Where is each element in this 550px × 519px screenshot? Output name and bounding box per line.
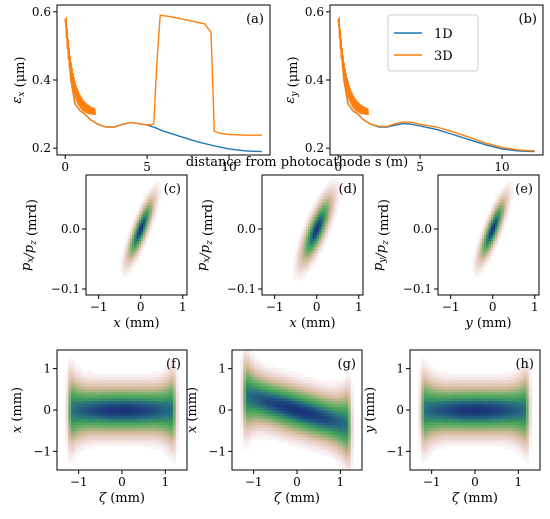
panel-a-ytick-label: 0.6 [32,5,51,19]
panel-e-density [470,181,514,278]
panel-g: −1 0 1 −1 0 1 ζ (mm) x (mm) (g) [185,349,363,506]
panel-d-density [292,178,342,281]
panel-h-density [418,356,532,465]
panel-a-letter: (a) [246,12,264,27]
panel-b-ylabel: εy (μm) [283,56,301,103]
panel-g-xtick-label: 0 [293,475,301,489]
panel-h-xtick-label: −1 [423,475,441,489]
panel-d-xtick-label: 0 [313,300,321,314]
panel-f-xtick-label: −1 [70,475,88,489]
panel-f-ylabel: x (mm) [10,387,25,433]
panel-b-oscillation [338,16,369,116]
panel-d: −1 0 1 −0.1 0.0 x (mm) px/pz (mrd) (d) [195,174,364,331]
panel-a-series-3D [64,14,262,136]
panel-a-xtick-label: 0 [61,160,69,174]
panel-a-ytick-label: 0.4 [32,73,51,87]
panel-f-ytick-label: −1 [33,444,51,458]
panel-g-xtick-label: −1 [245,475,263,489]
panel-g-ytick-label: −1 [208,444,226,458]
panel-a-ytick-label: 0.2 [32,141,51,155]
panel-g-ylabel: x (mm) [185,387,200,433]
panel-c-xlabel: x (mm) [113,316,159,331]
panel-h-ytick-label: −1 [386,444,404,458]
panel-h-xtick-label: 1 [515,475,523,489]
panel-h-xlabel: ζ (mm) [452,491,498,506]
panel-a-frame [56,4,271,156]
panel-b-letter: (b) [519,12,537,27]
panel-b-ytick-label: 0.4 [305,73,324,87]
panel-f-xtick-label: 1 [162,475,170,489]
panel-e-xtick-label: −1 [442,300,460,314]
panel-h: −1 0 1 −1 0 1 ζ (mm) y (mm) (h) [363,349,541,506]
panel-g-ytick-label: 0 [218,403,226,417]
panel-a-oscillation [65,16,96,116]
panel-f-letter: (f) [166,357,181,372]
panel-d-xtick-label: 1 [355,300,363,314]
panel-b-ytick-label: 0.2 [305,141,324,155]
panel-d-xlabel: x (mm) [289,316,335,331]
shared-xlabel: distance from photocathode s (m) [186,155,408,170]
panel-d-letter: (d) [339,182,357,197]
panel-c-xtick-label: 0 [137,300,145,314]
panel-e-ytick-label: 0.0 [413,222,432,236]
panel-c-ytick-label: 0.0 [61,222,80,236]
panel-h-xtick-label: 0 [471,475,479,489]
panel-g-xlabel: ζ (mm) [274,491,320,506]
panel-a-series-1D [64,18,262,153]
panel-c-xtick-label: 1 [179,300,187,314]
panel-d-ytick-label: −0.1 [227,282,256,296]
panel-h-letter: (h) [515,357,534,372]
panel-b-xtick-label: 0 [334,160,342,174]
panel-g-letter: (g) [338,357,356,372]
panel-c-density [118,181,162,278]
panel-c: −1 0 1 −0.1 0.0 x (mm) px/pz (mrd) (c) [19,174,188,331]
panel-f-ytick-label: 0 [43,403,51,417]
panel-a-xtick-label: 10 [221,160,236,174]
panel-h-ytick-label: 0 [396,403,404,417]
panel-d-ylabel: px/pz (mrd) [195,199,216,271]
panel-e-letter: (e) [515,182,533,197]
panel-g-density [240,350,354,470]
panel-e-ylabel: py/pz (mrd) [371,199,392,271]
panel-a-ylabel: εx (μm) [10,56,28,103]
panel-g-ytick-label: 1 [218,362,226,376]
panel-e-xlabel: y (mm) [464,316,511,331]
panel-b-series-3D [337,18,535,152]
panel-h-ylabel: y (mm) [363,387,378,434]
panel-f-ytick-label: 1 [43,362,51,376]
panel-f-xtick-label: 0 [118,475,126,489]
panel-f-density [65,356,179,465]
panel-e-xtick-label: 1 [531,300,539,314]
panel-e: −1 0 1 −0.1 0.0 y (mm) py/pz (mrd) (e) [371,174,540,331]
panel-e-xtick-label: 0 [489,300,497,314]
panel-a: 0 5 10 0.2 0.4 0.6 εx (μm) (a) [10,4,271,174]
panel-e-ytick-label: −0.1 [403,282,432,296]
panel-b-ytick-label: 0.6 [305,5,324,19]
panel-d-ytick-label: 0.0 [237,222,256,236]
panel-c-ytick-label: −0.1 [51,282,80,296]
panel-h-ytick-label: 1 [396,362,404,376]
panel-c-letter: (c) [164,182,181,197]
panel-d-frame [261,174,364,296]
panel-e-frame [437,174,540,296]
panel-b-xtick-label: 10 [494,160,509,174]
panel-b-xtick-label: 5 [416,160,424,174]
panel-c-frame [85,174,188,296]
panel-f-xlabel: ζ (mm) [99,491,145,506]
panel-b-legend-label-1D: 1D [434,27,453,42]
panel-f: −1 0 1 −1 0 1 ζ (mm) x (mm) (f) [10,349,188,506]
panel-a-xtick-label: 5 [143,160,151,174]
panel-d-xtick-label: −1 [266,300,284,314]
panel-g-xtick-label: 1 [337,475,345,489]
panel-c-ylabel: px/pz (mrd) [19,199,40,271]
panel-b-legend-label-3D: 3D [434,49,453,64]
panel-c-xtick-label: −1 [90,300,108,314]
